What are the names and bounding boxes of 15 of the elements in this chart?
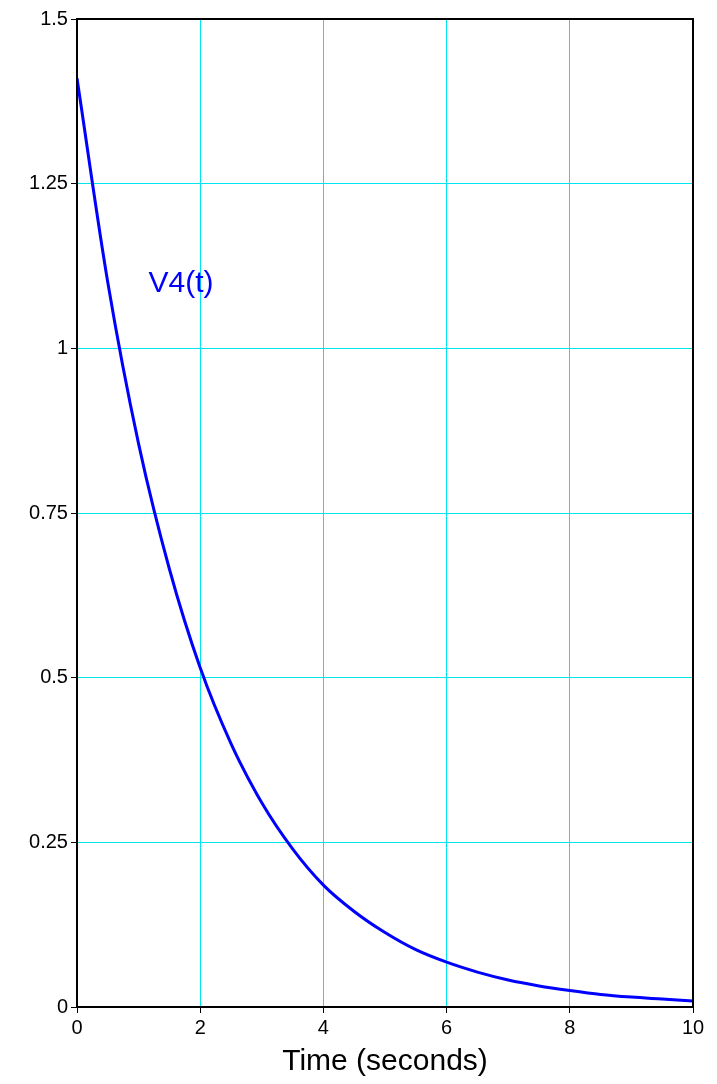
x-tick-label: 6 bbox=[441, 1015, 453, 1038]
x-tick-label: 4 bbox=[317, 1015, 329, 1038]
x-tick-label: 10 bbox=[681, 1015, 705, 1038]
x-tick-label: 8 bbox=[564, 1015, 576, 1038]
y-tick-label: 0.75 bbox=[29, 500, 68, 523]
line-series bbox=[77, 76, 693, 1003]
x-tick-label: 2 bbox=[194, 1015, 206, 1038]
x-tick-label: 0 bbox=[71, 1015, 83, 1038]
x-axis-title: Time (seconds) bbox=[282, 1043, 488, 1077]
y-tick-label: 0.5 bbox=[40, 665, 68, 688]
y-tick-label: 0.25 bbox=[29, 829, 68, 852]
y-tick-label: 0 bbox=[56, 994, 68, 1017]
y-tick-label: 1.5 bbox=[40, 6, 68, 29]
y-tick-label: 1 bbox=[56, 335, 68, 358]
y-tick-label: 1.25 bbox=[29, 171, 68, 194]
